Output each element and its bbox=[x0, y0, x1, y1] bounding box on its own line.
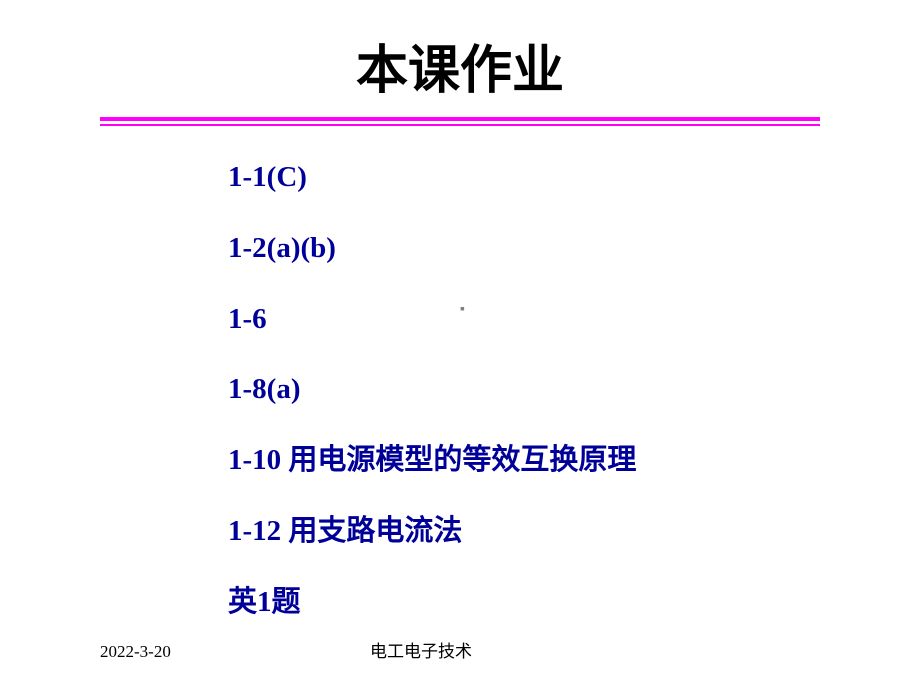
list-item: 1-8(a) bbox=[228, 372, 920, 407]
footer-subject: 电工电子技术 bbox=[370, 637, 472, 662]
homework-list: 1-1(C) 1-2(a)(b) 1-6 1-8(a) 1-10 用电源模型的等… bbox=[228, 160, 920, 620]
slide: 本课作业 1-1(C) 1-2(a)(b) 1-6 1-8(a) 1-10 用电… bbox=[0, 0, 920, 690]
divider-line-bottom bbox=[100, 124, 820, 126]
slide-title: 本课作业 bbox=[0, 0, 920, 103]
list-item: 1-10 用电源模型的等效互换原理 bbox=[228, 443, 920, 478]
footer-date: 2022-3-20 bbox=[100, 642, 171, 662]
list-item: 1-2(a)(b) bbox=[228, 231, 920, 266]
list-item: 英1题 bbox=[228, 585, 920, 620]
list-item: 1-1(C) bbox=[228, 160, 920, 195]
list-item: 1-6 bbox=[228, 302, 920, 337]
title-divider bbox=[100, 117, 820, 126]
center-marker-icon: ▪ bbox=[460, 302, 465, 318]
list-item: 1-12 用支路电流法 bbox=[228, 514, 920, 549]
